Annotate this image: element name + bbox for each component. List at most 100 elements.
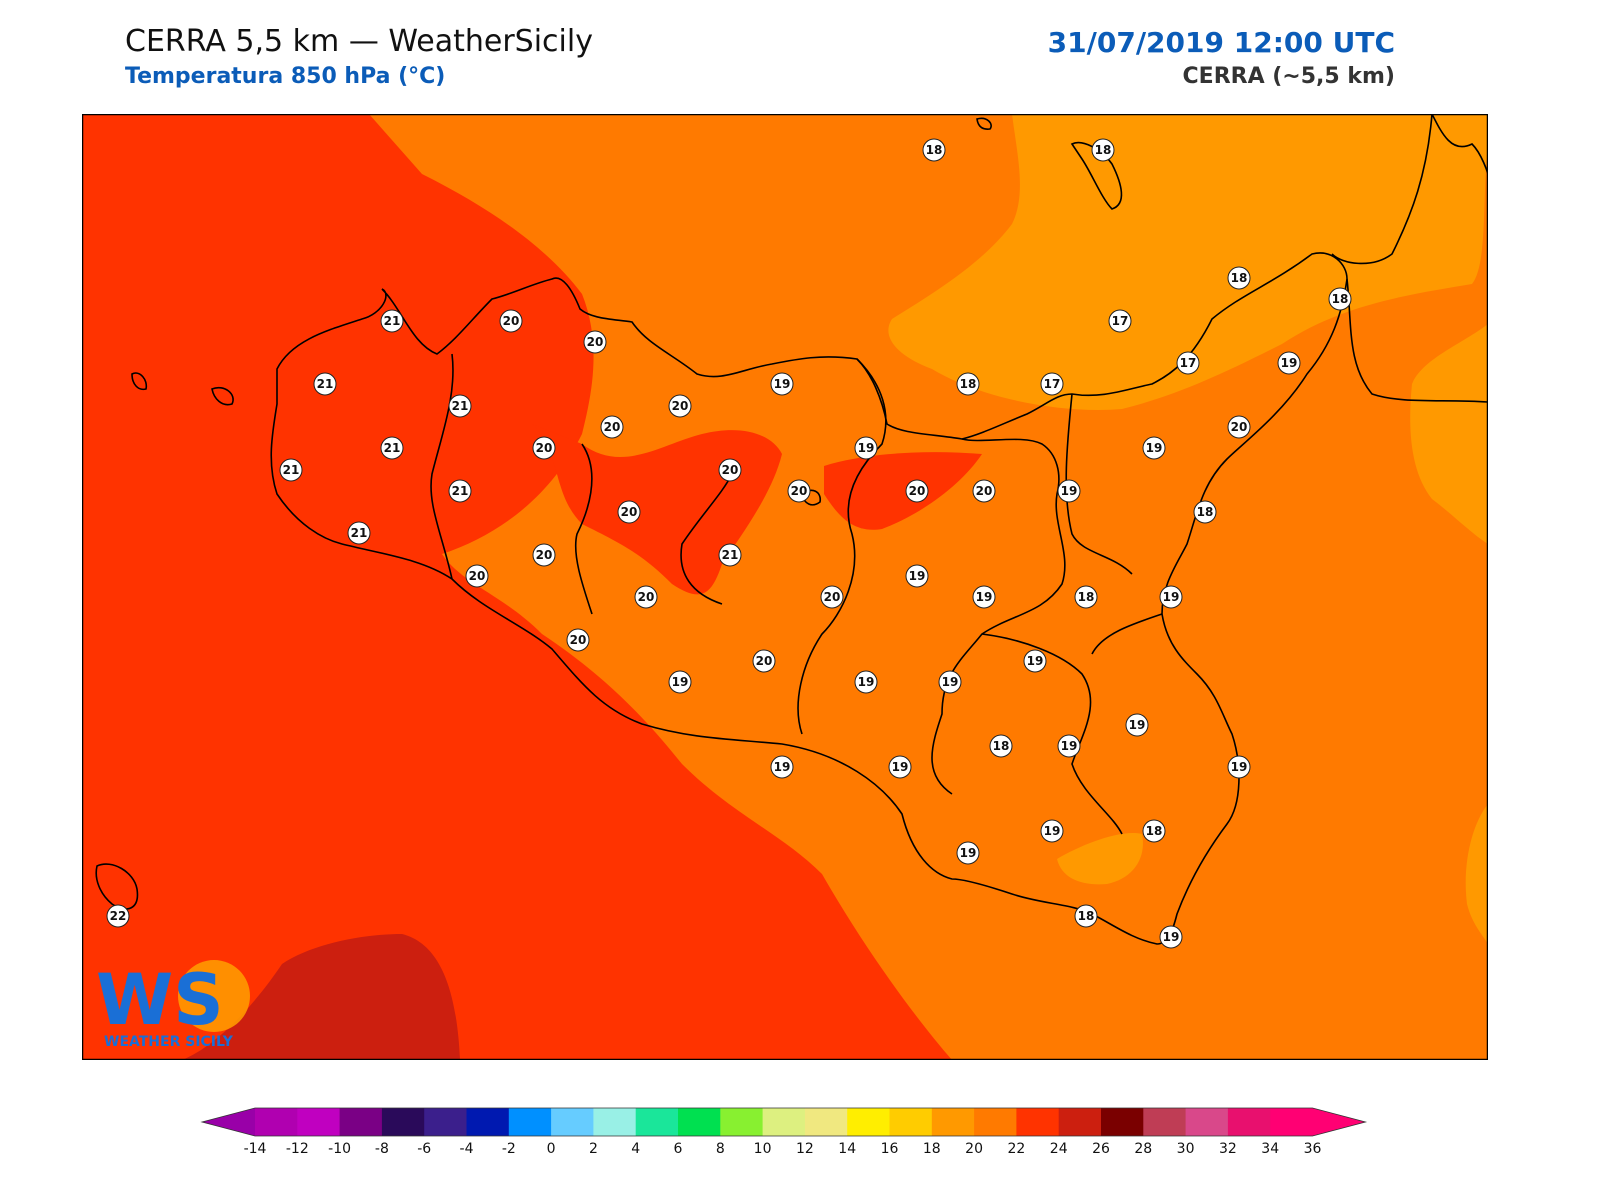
station-circle — [380, 309, 404, 333]
station-marker: 20 — [600, 415, 624, 439]
station-value: 19 — [1027, 654, 1044, 668]
colorbar-swatch — [889, 1108, 933, 1136]
colorbar-swatches — [200, 1107, 1368, 1137]
station-circle — [1125, 713, 1149, 737]
colorbar-swatch — [424, 1108, 467, 1136]
station-marker: 21 — [718, 543, 742, 567]
station-value: 21 — [384, 314, 401, 328]
colorbar-tick-label: 10 — [754, 1141, 772, 1157]
station-circle — [905, 564, 929, 588]
station-circle — [448, 479, 472, 503]
colorbar-tick-label: 22 — [1007, 1141, 1025, 1157]
colorbar-tick-label: 6 — [674, 1141, 683, 1157]
station-marker: 20 — [532, 543, 556, 567]
station-circle — [1108, 309, 1132, 333]
colorbar-swatch — [1101, 1108, 1144, 1136]
field-16-18 — [888, 114, 1488, 410]
colorbar-swatch — [678, 1108, 721, 1136]
station-value: 19 — [858, 675, 875, 689]
colorbar-swatch — [1227, 1108, 1271, 1136]
colorbar-swatch — [1185, 1108, 1229, 1136]
station-circle — [1159, 925, 1183, 949]
station-value: 19 — [976, 590, 993, 604]
station-marker: 18 — [1193, 500, 1217, 524]
station-circle — [380, 436, 404, 460]
station-marker: 19 — [905, 564, 929, 588]
station-circle — [1142, 436, 1166, 460]
station-value: 20 — [587, 335, 604, 349]
station-marker: 17 — [1176, 351, 1200, 375]
station-circle — [752, 649, 776, 673]
station-circle — [1074, 904, 1098, 928]
station-circle — [972, 479, 996, 503]
colorbar-swatch — [931, 1108, 975, 1136]
station-value: 20 — [604, 420, 621, 434]
station-value: 20 — [1231, 420, 1248, 434]
station-value: 18 — [926, 143, 943, 157]
colorbar-tick-label: 26 — [1092, 1141, 1110, 1157]
colorbar-tick-label: -12 — [286, 1141, 309, 1157]
field-22-24 — [182, 934, 460, 1060]
colorbar-under-arrow — [202, 1108, 255, 1136]
station-marker: 19 — [1277, 351, 1301, 375]
station-circle — [465, 564, 489, 588]
colorbar-tick-label: 18 — [923, 1141, 941, 1157]
station-circle — [617, 500, 641, 524]
colorbar-swatch — [508, 1108, 552, 1136]
station-circle — [1091, 138, 1115, 162]
colorbar-tick-label: 34 — [1261, 1141, 1279, 1157]
colorbar-tick-label: 16 — [881, 1141, 899, 1157]
station-value: 19 — [960, 846, 977, 860]
map-subtitle: Temperatura 850 hPa (°C) — [125, 64, 446, 89]
station-value: 20 — [570, 633, 587, 647]
colorbar-tick-label: 36 — [1304, 1141, 1322, 1157]
station-circle — [532, 436, 556, 460]
station-circle — [1040, 372, 1064, 396]
station-value: 20 — [503, 314, 520, 328]
station-marker: 20 — [634, 585, 658, 609]
station-marker: 20 — [820, 585, 844, 609]
station-marker: 19 — [972, 585, 996, 609]
station-value: 18 — [960, 377, 977, 391]
station-marker: 22 — [106, 904, 130, 928]
weather-sicily-logo: WS WEATHER SICILY — [96, 959, 250, 1050]
station-circle — [718, 543, 742, 567]
station-marker: 19 — [854, 436, 878, 460]
station-value: 18 — [1197, 505, 1214, 519]
colorbar-tick-label: -6 — [417, 1141, 431, 1157]
station-value: 19 — [1163, 930, 1180, 944]
colorbar-tick-label: -2 — [502, 1141, 516, 1157]
logo-letters: WS — [96, 959, 224, 1041]
station-circle — [448, 394, 472, 418]
station-circle — [972, 585, 996, 609]
colorbar-swatch — [381, 1108, 425, 1136]
station-marker: 19 — [956, 841, 980, 865]
colorbar-tick-label: 8 — [716, 1141, 725, 1157]
station-circle — [1040, 819, 1064, 843]
station-value: 20 — [638, 590, 655, 604]
station-marker: 20 — [972, 479, 996, 503]
colorbar-swatch — [466, 1108, 510, 1136]
station-circle — [1074, 585, 1098, 609]
station-marker: 19 — [938, 670, 962, 694]
field-16-18-south — [1057, 833, 1143, 885]
station-circle — [347, 521, 371, 545]
station-marker: 20 — [566, 628, 590, 652]
station-value: 19 — [892, 760, 909, 774]
station-marker: 19 — [1227, 755, 1251, 779]
station-value: 20 — [672, 399, 689, 413]
station-circle — [1023, 649, 1047, 673]
station-circle — [922, 138, 946, 162]
station-marker: 20 — [718, 458, 742, 482]
station-marker: 19 — [888, 755, 912, 779]
station-value: 21 — [452, 399, 469, 413]
station-marker: 19 — [854, 670, 878, 694]
station-circle — [668, 670, 692, 694]
map-frame — [82, 114, 1488, 1060]
station-value: 19 — [1129, 718, 1146, 732]
station-marker: 19 — [1057, 479, 1081, 503]
colorbar-tick-label: -8 — [375, 1141, 389, 1157]
station-value: 20 — [756, 654, 773, 668]
colorbar-tick-label: 0 — [547, 1141, 556, 1157]
station-value: 17 — [1044, 377, 1061, 391]
